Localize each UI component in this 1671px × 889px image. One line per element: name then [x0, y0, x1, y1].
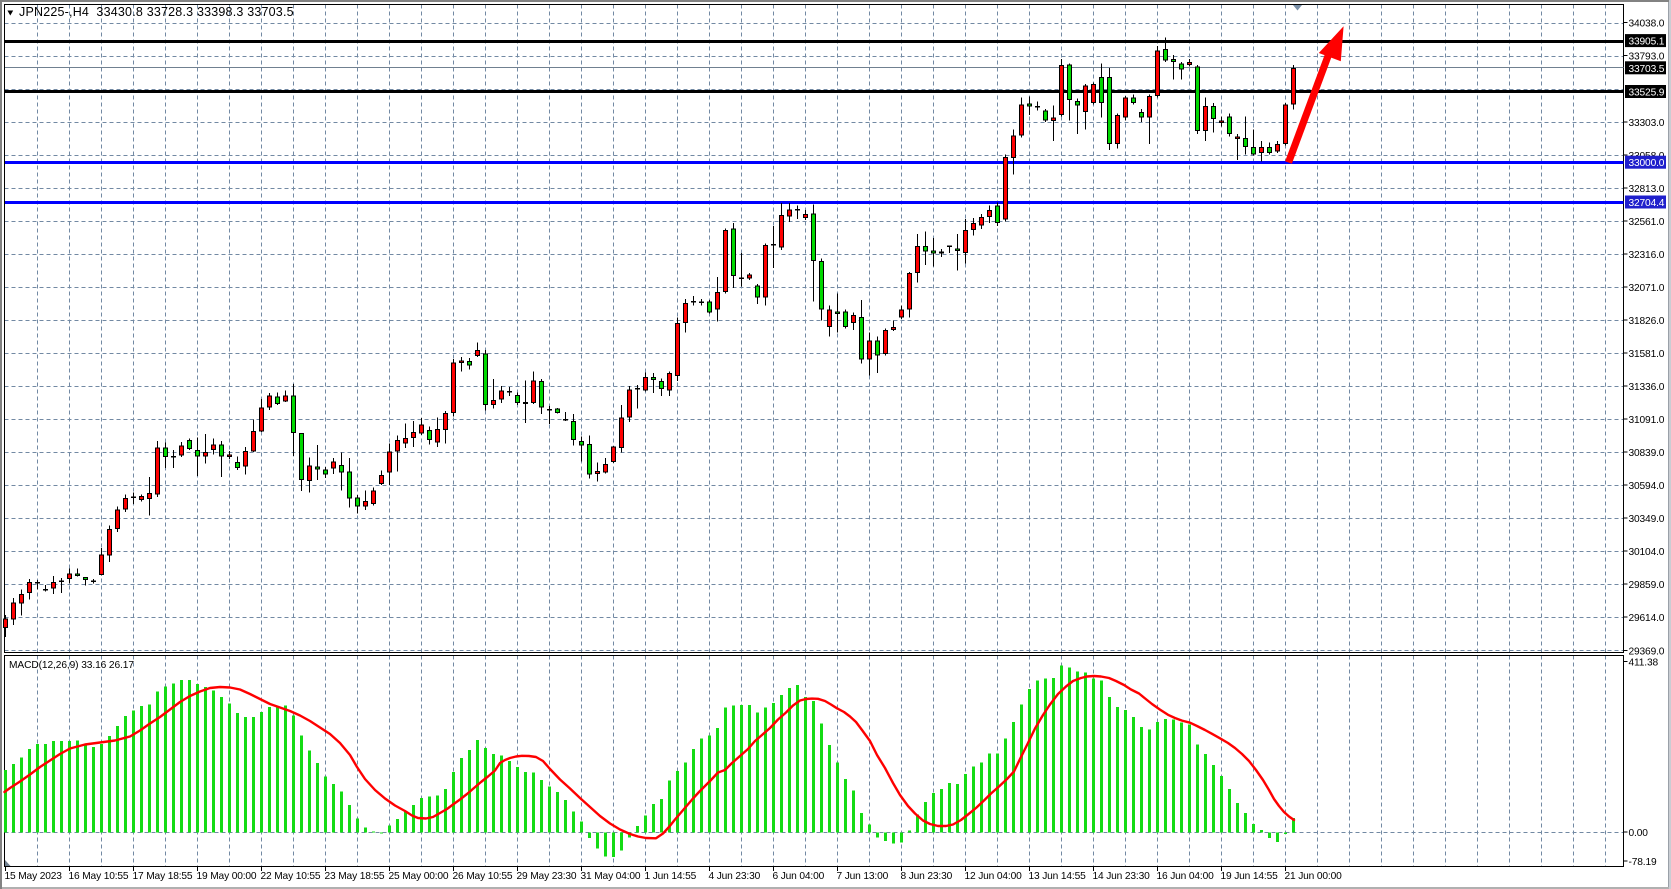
svg-text:6 Jun 04:00: 6 Jun 04:00	[773, 871, 825, 882]
svg-text:33905.1: 33905.1	[1629, 37, 1665, 48]
svg-text:31336.0: 31336.0	[1629, 382, 1665, 393]
svg-text:34038.0: 34038.0	[1629, 19, 1665, 30]
svg-text:13 Jun 14:55: 13 Jun 14:55	[1029, 871, 1087, 882]
svg-text:19 May 00:00: 19 May 00:00	[197, 871, 257, 882]
svg-text:4 Jun 23:30: 4 Jun 23:30	[709, 871, 761, 882]
svg-text:0.00: 0.00	[1629, 828, 1649, 839]
svg-text:15 May 2023: 15 May 2023	[5, 871, 63, 882]
svg-text:1 Jun 14:55: 1 Jun 14:55	[645, 871, 697, 882]
svg-text:29 May 23:30: 29 May 23:30	[517, 871, 577, 882]
svg-text:30594.0: 30594.0	[1629, 481, 1665, 492]
svg-text:31826.0: 31826.0	[1629, 316, 1665, 327]
svg-text:29614.0: 29614.0	[1629, 613, 1665, 624]
svg-text:30349.0: 30349.0	[1629, 514, 1665, 525]
svg-text:30839.0: 30839.0	[1629, 448, 1665, 459]
svg-text:23 May 18:55: 23 May 18:55	[325, 871, 385, 882]
svg-text:-78.19: -78.19	[1629, 857, 1657, 868]
svg-text:33303.0: 33303.0	[1629, 118, 1665, 129]
svg-text:33525.9: 33525.9	[1629, 88, 1665, 99]
svg-text:33000.0: 33000.0	[1629, 158, 1665, 169]
svg-text:22 May 10:55: 22 May 10:55	[261, 871, 321, 882]
svg-text:29369.0: 29369.0	[1629, 646, 1665, 657]
svg-text:7 Jun 13:00: 7 Jun 13:00	[837, 871, 889, 882]
svg-text:30104.0: 30104.0	[1629, 547, 1665, 558]
svg-text:16 May 10:55: 16 May 10:55	[69, 871, 129, 882]
svg-text:31581.0: 31581.0	[1629, 349, 1665, 360]
svg-text:32316.0: 32316.0	[1629, 250, 1665, 261]
svg-text:32813.0: 32813.0	[1629, 184, 1665, 195]
svg-text:8 Jun 23:30: 8 Jun 23:30	[901, 871, 953, 882]
svg-text:16 Jun 04:00: 16 Jun 04:00	[1157, 871, 1215, 882]
svg-text:17 May 18:55: 17 May 18:55	[133, 871, 193, 882]
svg-text:32561.0: 32561.0	[1629, 217, 1665, 228]
svg-text:411.38: 411.38	[1629, 658, 1659, 669]
svg-text:31091.0: 31091.0	[1629, 415, 1665, 426]
svg-text:12 Jun 04:00: 12 Jun 04:00	[965, 871, 1023, 882]
svg-text:32071.0: 32071.0	[1629, 283, 1665, 294]
svg-text:19 Jun 14:55: 19 Jun 14:55	[1221, 871, 1279, 882]
svg-text:29859.0: 29859.0	[1629, 580, 1665, 591]
svg-text:32704.4: 32704.4	[1629, 198, 1665, 209]
svg-text:MACD(12,26,9) 33.16 26.17: MACD(12,26,9) 33.16 26.17	[9, 660, 134, 671]
svg-text:31 May 04:00: 31 May 04:00	[581, 871, 641, 882]
svg-text:33793.0: 33793.0	[1629, 52, 1665, 63]
svg-text:21 Jun 00:00: 21 Jun 00:00	[1285, 871, 1343, 882]
svg-text:25 May 00:00: 25 May 00:00	[389, 871, 449, 882]
svg-text:26 May 10:55: 26 May 10:55	[453, 871, 513, 882]
svg-text:JPN225-,H4 33430.8 33728.3 33: JPN225-,H4 33430.8 33728.3 33398.3 33703…	[19, 5, 294, 19]
svg-text:14 Jun 23:30: 14 Jun 23:30	[1093, 871, 1151, 882]
svg-text:33703.5: 33703.5	[1629, 64, 1665, 75]
